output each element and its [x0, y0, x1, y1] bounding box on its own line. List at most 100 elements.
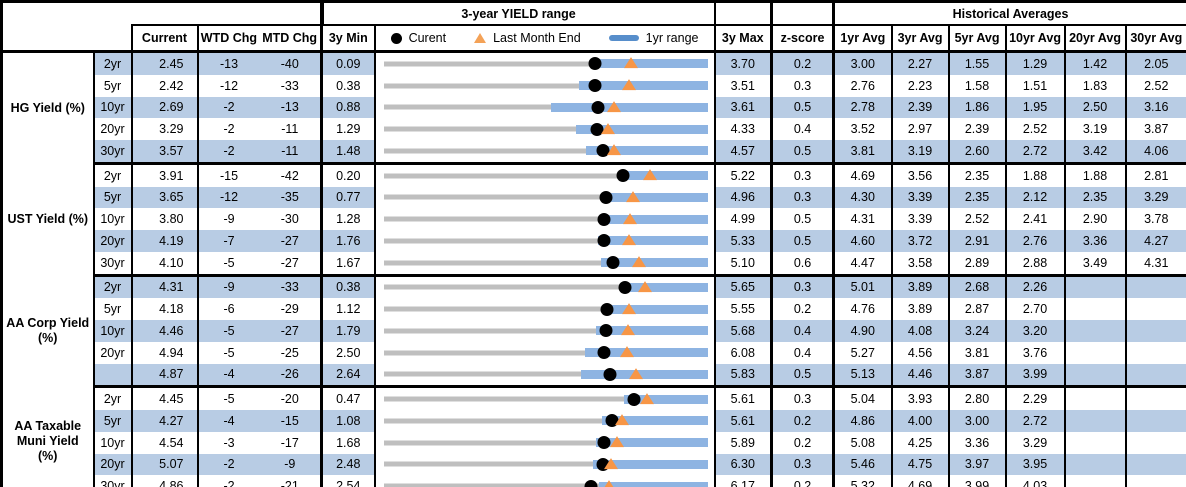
last-month-end-marker	[622, 212, 637, 224]
current-value: 3.57	[130, 140, 198, 165]
avg-value	[1124, 431, 1186, 454]
wtd-chg-value: -5	[196, 341, 260, 364]
avg-value	[1124, 320, 1186, 342]
range-chart-cell	[373, 208, 715, 230]
avg-value: 2.68	[947, 275, 1006, 299]
avg-value: 4.69	[890, 475, 949, 487]
wtd-chg-value: -6	[196, 298, 260, 320]
avg-value: 2.97	[890, 118, 949, 140]
corner-blank	[2, 2, 132, 26]
avg-value: 1.95	[1004, 96, 1065, 119]
avg-value: 3.36	[1063, 230, 1126, 252]
mtd-chg-value: -29	[280, 302, 299, 317]
current-value: 4.18	[130, 298, 198, 320]
last-month-end-marker	[638, 280, 653, 292]
mtd-chg-value: -27	[259, 230, 322, 252]
avg-value: 2.90	[1063, 208, 1126, 230]
avg-value: 4.30	[832, 186, 892, 209]
last-month-end-marker	[609, 436, 624, 448]
range-1yr-bar	[597, 236, 708, 246]
wtd-chg-value: -12	[196, 74, 260, 97]
table-body: HG Yield (%) 2yr 2.45 -13 -40 0.09 3.70 0.2 3.00…	[1, 51, 1186, 487]
last-month-end-marker	[601, 122, 616, 134]
table-row: 10yr 3.80 -9 -30 1.28 4.99 0.5 4.31 3.39 2.52 2.41…	[2, 208, 1186, 230]
range-1yr-bar	[620, 171, 708, 181]
range-chart-cell	[373, 410, 715, 432]
legend-last-month-end-triangle-icon	[474, 33, 487, 43]
current-value: 4.10	[130, 251, 198, 277]
current-marker	[627, 392, 641, 406]
range-3y-track	[383, 57, 708, 71]
3y-max-value: 3.70	[713, 51, 772, 75]
avg-value: 1.86	[947, 96, 1006, 119]
avg-value: 3.29	[1004, 431, 1065, 454]
tenor-label: 20yr	[92, 118, 132, 140]
tenor-label: 2yr	[92, 275, 132, 299]
avg-value: 2.91	[947, 230, 1006, 252]
range-chart-cell	[373, 275, 715, 299]
wtd-chg-value: -2	[196, 140, 260, 165]
range-1yr-bar	[585, 348, 708, 358]
table-row: 20yr 5.07 -2 -9 2.48 6.30 0.3 5.46 4.75 3.97 3.95	[2, 453, 1186, 476]
range-1yr-bar	[550, 102, 708, 112]
range-3y-track	[383, 212, 708, 226]
avg-value	[1063, 341, 1126, 364]
wtd-chg-value: -2	[196, 96, 260, 119]
z-score-value: 0.4	[770, 341, 834, 364]
avg-value: 4.25	[890, 431, 949, 454]
current-marker	[599, 324, 613, 338]
avg-value: 4.46	[890, 363, 949, 389]
mtd-chg-value: -33	[280, 78, 299, 93]
avg-value: 3.56	[890, 163, 949, 187]
3y-min-value: 1.29	[320, 118, 375, 140]
avg-value: 2.29	[1004, 386, 1065, 410]
avg-value: 3.81	[832, 140, 892, 165]
range-3y-track	[383, 367, 708, 381]
3y-min-value: 0.77	[320, 186, 375, 209]
row-group-label: HG Yield (%)	[1, 51, 94, 164]
3y-min-value: 1.48	[320, 140, 375, 165]
3y-max-value: 5.55	[713, 298, 772, 320]
avg-value: 4.27	[1124, 230, 1186, 252]
3y-max-value: 4.99	[713, 208, 772, 230]
legend-current-label: Curent	[408, 31, 447, 45]
z-score-value: 0.6	[770, 251, 834, 277]
avg-value: 2.35	[947, 186, 1006, 209]
3y-max-value: 3.61	[713, 96, 772, 119]
3y-max-value: 6.30	[713, 453, 772, 476]
col-header-wtd-chg: WTD Chg	[200, 31, 257, 45]
3y-max-value: 5.33	[713, 230, 772, 252]
table-row: 5yr 2.42 -12 -33 0.38 3.51 0.3 2.76 2.23 1.58 1.51…	[2, 74, 1186, 97]
avg-value: 3.16	[1124, 96, 1186, 119]
avg-value	[1063, 453, 1126, 476]
z-score-value: 0.5	[770, 208, 834, 230]
wtd-chg-value: -15	[196, 163, 260, 187]
wtd-chg-value: -3	[196, 431, 260, 454]
table-row: 30yr 3.57 -2 -11 1.48 4.57 0.5 3.81 3.19 2.60 2.72…	[2, 140, 1186, 165]
table-row: 10yr 4.46 -5 -27 1.79 5.68 0.4 4.90 4.08 3.24 3.20	[2, 320, 1186, 342]
table-row: 20yr 4.94 -5 -25 2.50 6.08 0.4 5.27 4.56 3.81 3.76	[2, 341, 1186, 364]
last-month-end-marker	[621, 302, 636, 314]
current-value: 4.54	[130, 431, 198, 454]
current-marker	[603, 367, 617, 381]
tenor-label: 30yr	[92, 140, 132, 165]
avg-value: 3.36	[947, 431, 1006, 454]
3y-max-value: 5.61	[713, 386, 772, 410]
mtd-chg-value: -20	[280, 392, 299, 407]
z-score-value: 0.3	[770, 453, 834, 476]
range-3y-track	[383, 479, 708, 487]
3y-max-value: 6.08	[713, 341, 772, 364]
avg-value: 4.76	[832, 298, 892, 320]
current-value: 4.46	[130, 320, 198, 342]
range-3y-track	[383, 414, 708, 428]
current-marker	[597, 346, 611, 360]
3y-max-value: 5.83	[713, 363, 772, 389]
table-row: 5yr 4.27 -4 -15 1.08 5.61 0.2 4.86 4.00 3.00 2.72	[2, 410, 1186, 432]
avg-value: 2.80	[947, 386, 1006, 410]
z-score-value: 0.4	[770, 118, 834, 140]
avg-value: 2.05	[1124, 51, 1186, 75]
z-score-value: 0.3	[770, 386, 834, 410]
range-1yr-bar	[601, 214, 708, 224]
col-header-3yr-avg: 3yr Avg	[890, 25, 949, 53]
col-header-5yr-avg: 5yr Avg	[947, 25, 1006, 53]
